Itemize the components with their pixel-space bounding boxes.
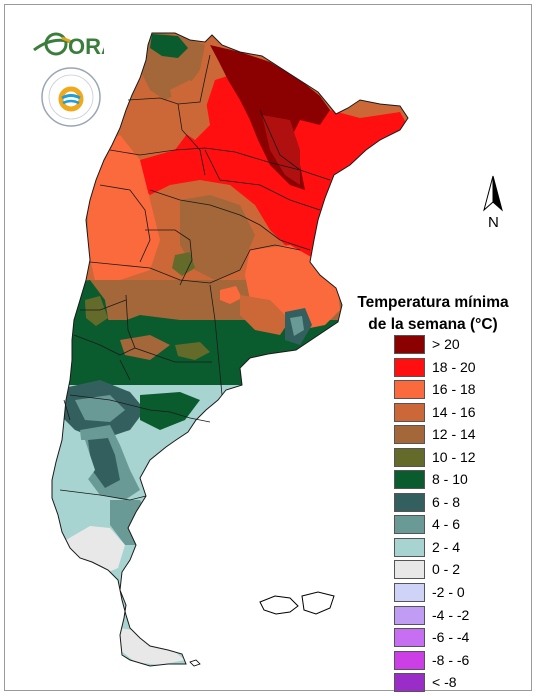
legend-label: -2 - 0 <box>432 584 465 601</box>
smn-logo <box>40 66 102 133</box>
legend-label: < -8 <box>432 674 457 691</box>
legend-label: -6 - -4 <box>432 629 470 646</box>
legend-label: 16 - 18 <box>432 381 476 398</box>
legend-label: -8 - -6 <box>432 651 470 668</box>
legend-title: Temperatura mínima de la semana (°C) <box>344 292 522 336</box>
legend-swatch <box>394 357 425 377</box>
north-label: N <box>488 214 499 231</box>
legend-label: 18 - 20 <box>432 358 476 375</box>
north-arrow-icon <box>483 175 503 212</box>
legend-title-line2: de la semana (°C) <box>368 316 498 333</box>
province-boundaries <box>51 32 409 667</box>
legend-swatch <box>394 628 425 648</box>
legend-swatch <box>394 583 425 603</box>
malvinas-islands <box>259 591 335 615</box>
legend-label: 10 - 12 <box>432 448 476 465</box>
legend: Temperatura mínima de la semana (°C) > 2… <box>344 292 524 693</box>
legend-label: 14 - 16 <box>432 403 476 420</box>
legend-swatch <box>394 673 425 693</box>
legend-swatch <box>394 402 425 422</box>
legend-label: 4 - 6 <box>432 516 461 533</box>
legend-label: -4 - -2 <box>432 606 470 623</box>
ora-logo: ORA <box>32 28 117 65</box>
legend-label: 8 - 10 <box>432 471 468 488</box>
ora-logo-text: ORA <box>68 34 104 59</box>
north-arrow: N <box>478 174 510 236</box>
legend-label: 6 - 8 <box>432 493 461 510</box>
legend-swatch <box>394 425 425 445</box>
legend-label: 2 - 4 <box>432 538 461 555</box>
legend-swatch <box>394 447 425 467</box>
legend-label: 0 - 2 <box>432 561 461 578</box>
legend-label: 12 - 14 <box>432 426 476 443</box>
legend-swatch <box>394 380 425 400</box>
legend-swatch <box>394 470 425 490</box>
legend-swatch <box>394 560 425 580</box>
legend-title-line1: Temperatura mínima <box>357 294 509 311</box>
legend-swatch <box>394 537 425 557</box>
legend-swatch <box>394 335 425 354</box>
legend-label: > 20 <box>432 336 460 352</box>
legend-swatch <box>394 515 425 535</box>
legend-swatch <box>394 650 425 670</box>
isla-de-los-estados <box>189 659 201 667</box>
legend-swatch <box>394 492 425 512</box>
legend-swatch <box>394 605 425 625</box>
